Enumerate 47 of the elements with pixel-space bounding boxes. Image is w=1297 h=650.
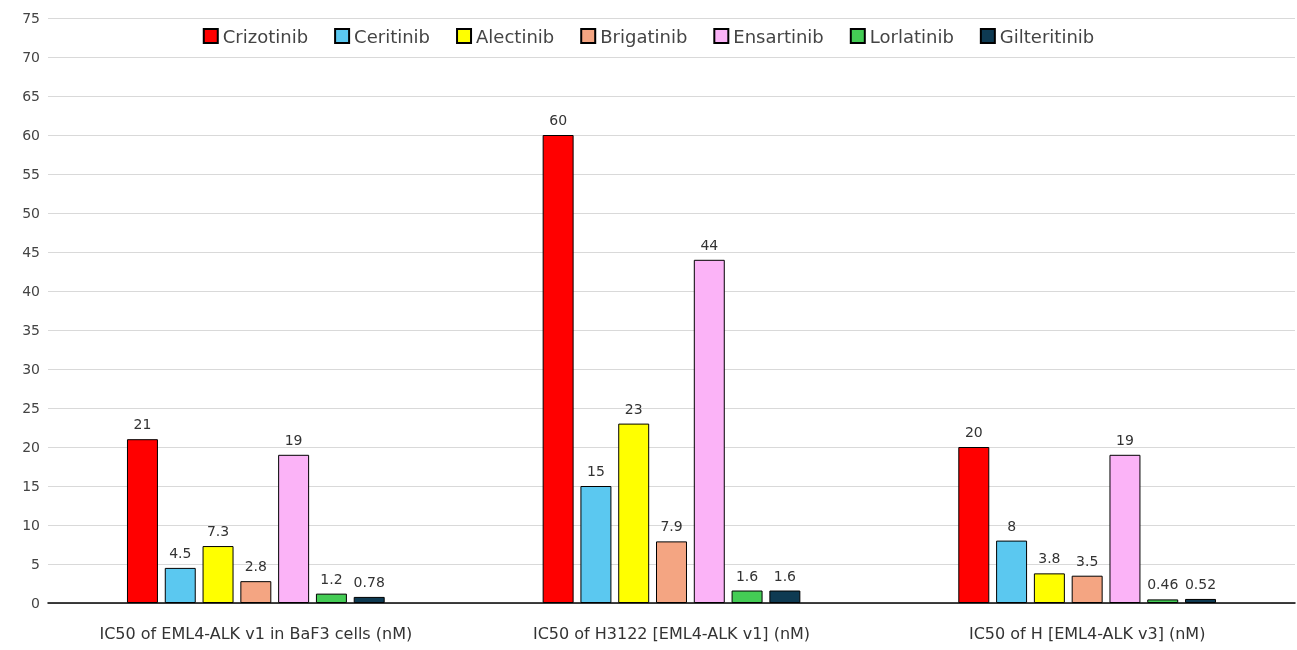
data-label: 19 xyxy=(1116,431,1134,448)
y-tick-label: 10 xyxy=(22,517,40,533)
y-tick-label: 50 xyxy=(22,205,40,221)
legend-label: Alectinib xyxy=(476,25,555,47)
x-tick-label: IC50 of H [EML4-ALK v3] (nM) xyxy=(968,623,1206,643)
data-label: 7.3 xyxy=(206,523,230,540)
x-tick-label: IC50 of EML4-ALK v1 in BaF3 cells (nM) xyxy=(99,623,413,643)
y-tick-label: 20 xyxy=(22,439,40,455)
y-tick-label: 55 xyxy=(22,166,40,182)
y-tick-label: 30 xyxy=(22,361,40,377)
y-tick-label: 5 xyxy=(31,556,40,572)
data-label: 23 xyxy=(624,400,643,417)
data-label: 0.52 xyxy=(1184,575,1217,592)
y-tick-label: 0 xyxy=(31,595,40,611)
data-label: 4.5 xyxy=(169,544,192,561)
x-tick-label: IC50 of H3122 [EML4-ALK v1] (nM) xyxy=(532,623,811,643)
data-label: 1.2 xyxy=(320,570,343,587)
data-label: 3.5 xyxy=(1076,552,1099,569)
y-tick-label: 65 xyxy=(22,88,40,104)
data-label: 0.46 xyxy=(1147,576,1179,593)
data-label: 20 xyxy=(964,424,983,440)
legend-label: Crizotinib xyxy=(222,25,309,47)
y-tick-label: 40 xyxy=(22,283,40,299)
data-label: 1.6 xyxy=(773,567,797,584)
data-label: 15 xyxy=(587,463,605,479)
legend-label: Ceritinib xyxy=(354,25,431,47)
y-tick-label: 60 xyxy=(22,127,40,143)
data-label: 21 xyxy=(133,416,152,433)
y-tick-label: 35 xyxy=(22,322,40,338)
data-label: 3.8 xyxy=(1038,550,1061,567)
data-label: 19 xyxy=(284,431,303,448)
data-label: 0.78 xyxy=(353,573,385,590)
legend-label: Gilteritinib xyxy=(999,25,1095,47)
data-label: 44 xyxy=(700,236,719,253)
legend-label: Brigatinib xyxy=(600,25,688,47)
y-tick-label: 45 xyxy=(22,244,40,260)
y-tick-label: 15 xyxy=(22,478,40,494)
y-tick-label: 25 xyxy=(22,400,40,416)
y-tick-label: 75 xyxy=(22,10,40,26)
data-label: 1.6 xyxy=(735,567,759,584)
legend-label: Ensartinib xyxy=(733,25,824,47)
data-label: 7.9 xyxy=(660,518,683,535)
data-label: 8 xyxy=(1007,517,1017,534)
data-label: 2.8 xyxy=(244,558,267,575)
y-tick-label: 70 xyxy=(22,49,40,65)
legend-label: Lorlatinib xyxy=(869,25,954,47)
data-label: 60 xyxy=(549,112,568,128)
